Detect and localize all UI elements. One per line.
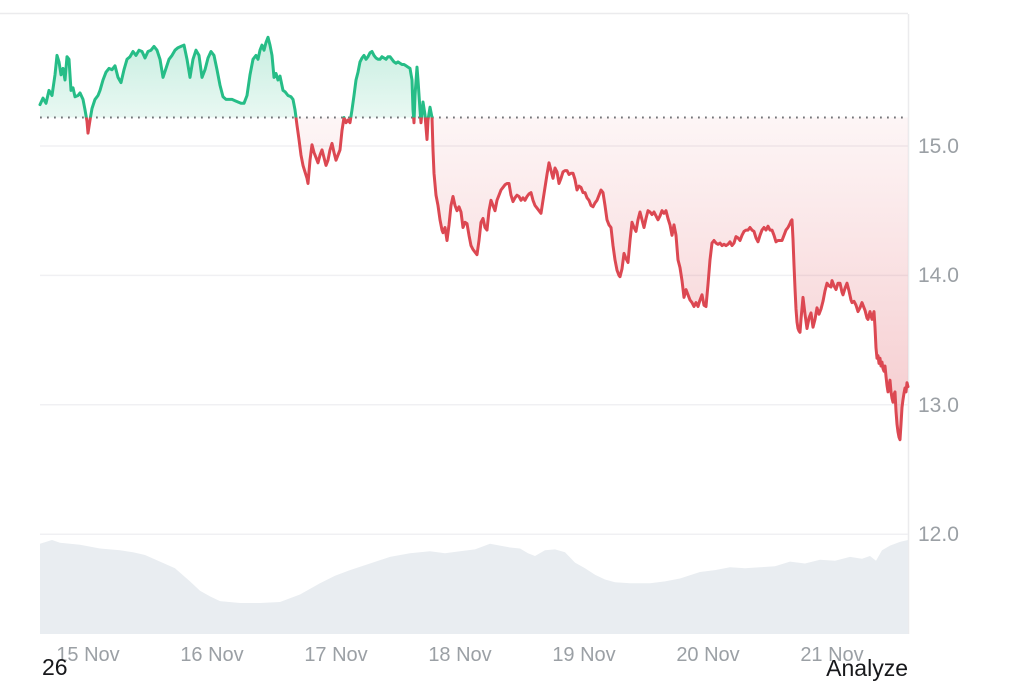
x-tick-label: 18 Nov — [428, 644, 492, 666]
x-tick-label: 20 Nov — [676, 644, 740, 666]
analyze-link[interactable]: Analyze — [826, 655, 908, 681]
rank-number: 26 — [42, 654, 68, 680]
y-tick-label: 12.0 — [918, 523, 959, 547]
x-tick-label: 16 Nov — [180, 644, 244, 666]
y-tick-label: 14.0 — [918, 264, 959, 288]
y-tick-label: 13.0 — [918, 393, 959, 417]
y-tick-label: 15.0 — [918, 135, 959, 158]
x-tick-label: 15 Nov — [56, 644, 120, 666]
x-tick-label: 19 Nov — [552, 644, 616, 666]
x-tick-label: 17 Nov — [304, 644, 368, 666]
x-tick-label: 21 Nov — [800, 644, 864, 666]
